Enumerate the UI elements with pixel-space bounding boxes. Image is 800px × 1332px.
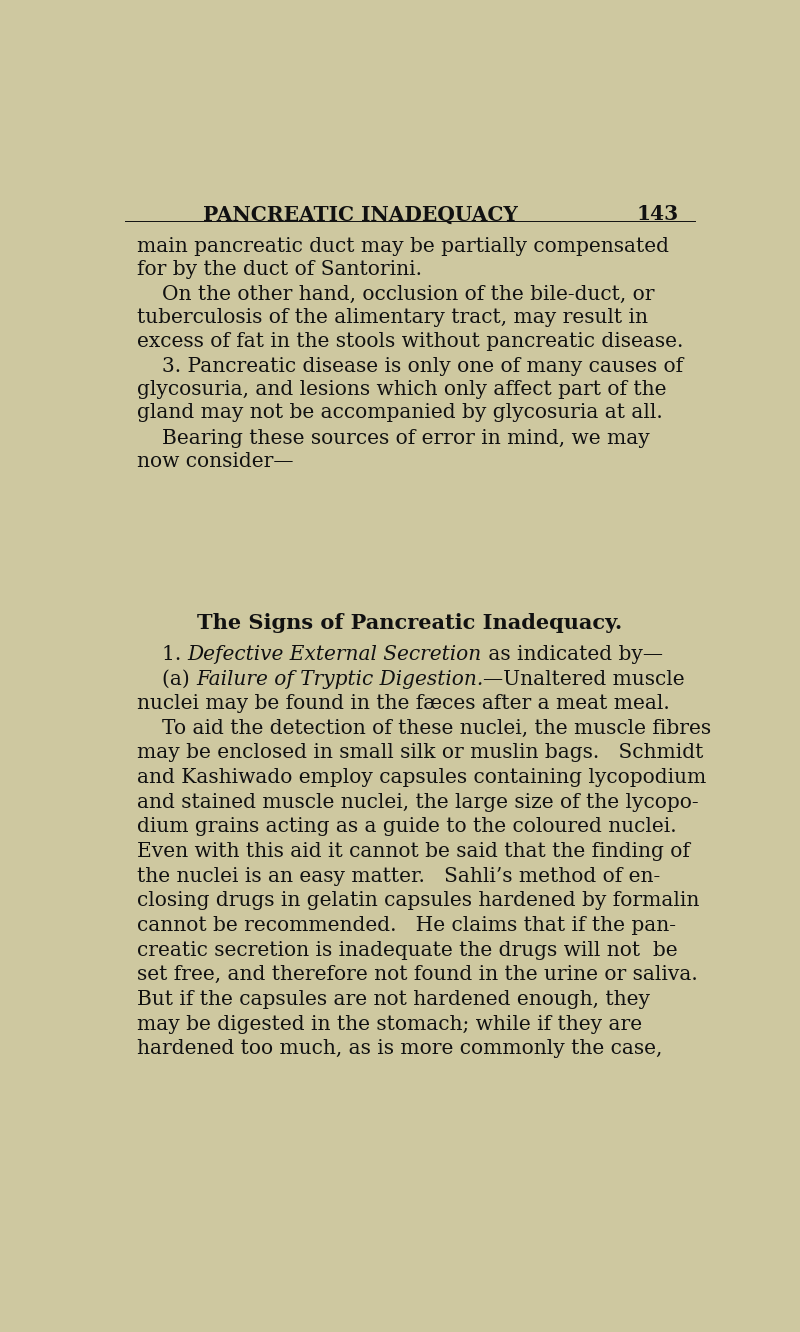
Text: excess of fat in the stools without pancreatic disease.: excess of fat in the stools without panc… [138, 332, 683, 350]
Text: PANCREATIC INADEQUACY: PANCREATIC INADEQUACY [203, 205, 518, 225]
Text: hardened too much, as is more commonly the case,: hardened too much, as is more commonly t… [138, 1039, 662, 1058]
Text: 1.: 1. [162, 645, 188, 663]
Text: 143: 143 [637, 205, 679, 225]
Text: (a): (a) [162, 670, 196, 689]
Text: may be enclosed in small silk or muslin bags.   Schmidt: may be enclosed in small silk or muslin … [138, 743, 703, 762]
Text: may be digested in the stomach; while if they are: may be digested in the stomach; while if… [138, 1015, 642, 1034]
Text: for by the duct of Santorini.: for by the duct of Santorini. [138, 260, 422, 278]
Text: 3. Pancreatic disease is only one of many causes of: 3. Pancreatic disease is only one of man… [162, 357, 683, 376]
Text: Even with this aid it cannot be said that the finding of: Even with this aid it cannot be said tha… [138, 842, 690, 860]
Text: closing drugs in gelatin capsules hardened by formalin: closing drugs in gelatin capsules harden… [138, 891, 699, 910]
Text: Bearing these sources of error in mind, we may: Bearing these sources of error in mind, … [162, 429, 650, 448]
Text: now consider—: now consider— [138, 452, 294, 470]
Text: tuberculosis of the alimentary tract, may result in: tuberculosis of the alimentary tract, ma… [138, 309, 648, 328]
Text: dium grains acting as a guide to the coloured nuclei.: dium grains acting as a guide to the col… [138, 818, 677, 836]
Text: and Kashiwado employ capsules containing lycopodium: and Kashiwado employ capsules containing… [138, 769, 706, 787]
Text: and stained muscle nuclei, the large size of the lycopo-: and stained muscle nuclei, the large siz… [138, 793, 699, 811]
Text: set free, and therefore not found in the urine or saliva.: set free, and therefore not found in the… [138, 966, 698, 984]
Text: glycosuria, and lesions which only affect part of the: glycosuria, and lesions which only affec… [138, 380, 666, 400]
Text: The Signs of Pancreatic Inadequacy.: The Signs of Pancreatic Inadequacy. [198, 613, 622, 633]
Text: creatic secretion is inadequate the drugs will not  be: creatic secretion is inadequate the drug… [138, 940, 678, 959]
Text: cannot be recommended.   He claims that if the pan-: cannot be recommended. He claims that if… [138, 916, 676, 935]
Text: main pancreatic duct may be partially compensated: main pancreatic duct may be partially co… [138, 237, 669, 256]
Text: —Unaltered muscle: —Unaltered muscle [483, 670, 685, 689]
Text: Defective External Secretion: Defective External Secretion [188, 645, 482, 663]
Text: Failure of Tryptic Digestion.: Failure of Tryptic Digestion. [196, 670, 483, 689]
Text: But if the capsules are not hardened enough, they: But if the capsules are not hardened eno… [138, 990, 650, 1008]
Text: gland may not be accompanied by glycosuria at all.: gland may not be accompanied by glycosur… [138, 404, 663, 422]
Text: On the other hand, occlusion of the bile-duct, or: On the other hand, occlusion of the bile… [162, 285, 654, 304]
Text: To aid the detection of these nuclei, the muscle fibres: To aid the detection of these nuclei, th… [162, 719, 711, 738]
Text: the nuclei is an easy matter.   Sahli’s method of en-: the nuclei is an easy matter. Sahli’s me… [138, 867, 661, 886]
Text: nuclei may be found in the fæces after a meat meal.: nuclei may be found in the fæces after a… [138, 694, 670, 713]
Text: as indicated by—: as indicated by— [482, 645, 663, 663]
